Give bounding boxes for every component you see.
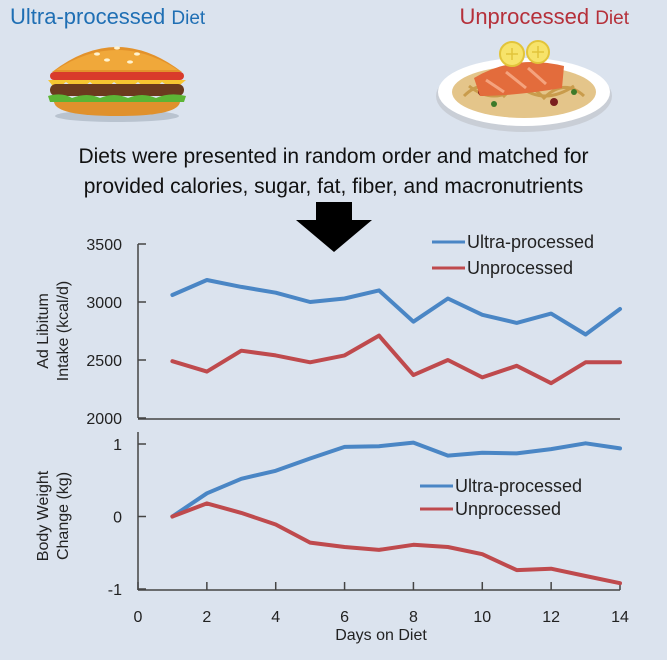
intake-chart: 2000 2500 3000 3500 Ad Libitum Intake (kcal… xyxy=(35,232,622,428)
left-title-sub: Diet xyxy=(171,8,206,29)
description-line-2: provided calories, sugar, fat, fiber, an… xyxy=(83,175,584,198)
intake-series-ultra-processed-line xyxy=(170,278,622,337)
ultra-processed-diet-title: Ultra-processed Diet xyxy=(10,4,205,30)
weight-ytick-label: 1 xyxy=(113,437,122,454)
weight-series-ultra-processed-line xyxy=(170,440,622,519)
weight-legend-label-unprocessed: Unprocessed xyxy=(455,499,561,519)
intake-series-unprocessed-line xyxy=(170,333,622,386)
intake-ylabel-line1: Ad Libitum xyxy=(35,293,52,369)
intake-legend-label-unprocessed: Unprocessed xyxy=(467,258,573,278)
xtick-label: 10 xyxy=(473,609,491,626)
weight-legend: Ultra-processed Unprocessed xyxy=(420,476,582,519)
left-title-main: Ultra-processed xyxy=(10,4,166,29)
intake-ytick-label: 2000 xyxy=(86,411,122,428)
burger-icon xyxy=(48,46,186,122)
right-title-main: Unprocessed xyxy=(459,4,590,29)
x-axis-label: Days on Diet xyxy=(335,627,427,644)
xtick-label: 8 xyxy=(409,609,418,626)
intake-ytick-label: 3000 xyxy=(86,295,122,312)
unprocessed-diet-title: Unprocessed Diet xyxy=(459,4,629,30)
salmon-pasta-plate-icon xyxy=(436,40,612,132)
intake-ytick-label: 3500 xyxy=(86,237,122,254)
xtick-label: 4 xyxy=(271,609,280,626)
xtick-label: 14 xyxy=(611,609,629,626)
description-line-1: Diets were presented in random order and… xyxy=(78,145,589,168)
weight-legend-label-ultra: Ultra-processed xyxy=(455,476,582,496)
xtick-label: 6 xyxy=(340,609,349,626)
xtick-label: 0 xyxy=(134,609,143,626)
weight-ytick-label: -1 xyxy=(108,582,122,599)
xtick-label: 2 xyxy=(202,609,211,626)
description-text: Diets were presented in random order and… xyxy=(0,142,667,202)
weight-series-unprocessed-line xyxy=(170,501,622,586)
down-arrow-icon xyxy=(296,202,372,252)
weight-ylabel-line2: Change (kg) xyxy=(55,472,72,560)
intake-ytick-label: 2500 xyxy=(86,353,122,370)
intake-legend-label-ultra: Ultra-processed xyxy=(467,232,594,252)
intake-ylabel-line2: Intake (kcal/d) xyxy=(55,281,72,381)
right-title-sub: Diet xyxy=(595,8,629,29)
weight-ylabel-line1: Body Weight xyxy=(35,470,52,561)
intake-legend: Ultra-processed Unprocessed xyxy=(432,232,594,278)
xtick-label: 12 xyxy=(542,609,560,626)
weight-ytick-label: 0 xyxy=(113,510,122,527)
